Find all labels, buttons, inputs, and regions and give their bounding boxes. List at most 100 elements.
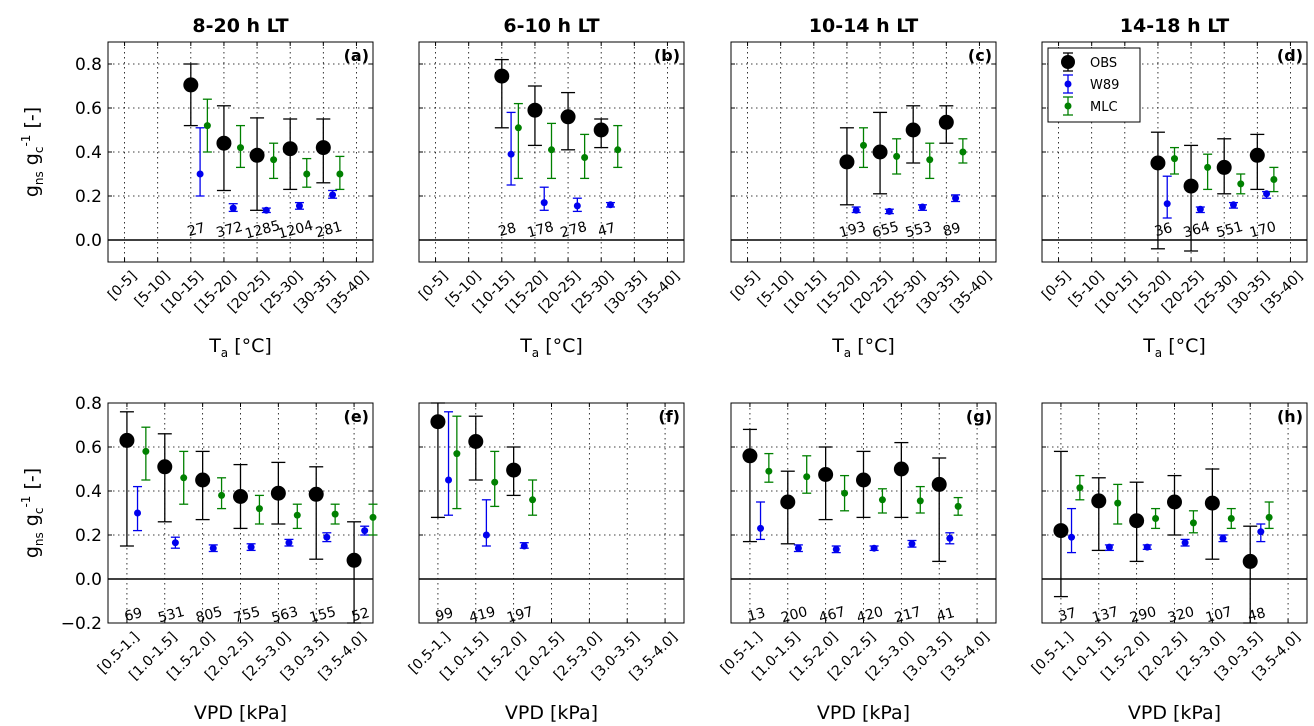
data-point-w89 xyxy=(1181,539,1189,547)
sample-count: 531 xyxy=(156,604,186,626)
sample-count: 655 xyxy=(871,219,901,241)
data-point-w89 xyxy=(1143,543,1151,551)
data-point-mlc xyxy=(581,154,589,161)
data-point-w89 xyxy=(295,202,303,210)
data-point-obs xyxy=(931,476,947,492)
data-point-obs xyxy=(527,102,543,118)
data-point-w89 xyxy=(1229,201,1237,209)
panel-label: (f) xyxy=(658,407,680,426)
data-point-mlc xyxy=(237,144,244,152)
panel-label: (d) xyxy=(1277,46,1303,65)
data-point-w89 xyxy=(757,524,765,532)
data-point-w89 xyxy=(1263,190,1271,198)
y-tick-label: 0.2 xyxy=(75,187,102,207)
data-point-w89 xyxy=(1105,543,1113,551)
data-point-obs xyxy=(1242,553,1258,569)
data-point-w89 xyxy=(285,539,293,547)
y-tick-label: 0.0 xyxy=(75,231,102,251)
y-axis-label-group: gns gc-1 [-] xyxy=(19,468,46,558)
y-tick-label: 0.4 xyxy=(75,143,102,163)
data-point-obs xyxy=(1129,513,1145,529)
data-point-mlc xyxy=(1171,155,1178,163)
data-point-obs xyxy=(249,147,265,163)
data-point-mlc xyxy=(331,510,339,518)
legend-marker-mlc xyxy=(1064,102,1072,110)
data-point-mlc xyxy=(255,505,263,513)
panel-e: [0.5-1.][1.0-1.5][1.5-2.0][2.0-2.5][2.5-… xyxy=(19,394,378,683)
data-point-mlc xyxy=(926,156,934,164)
data-point-mlc xyxy=(203,122,211,130)
data-point-obs xyxy=(839,154,855,170)
sample-count: 217 xyxy=(893,604,923,626)
data-point-mlc xyxy=(614,146,622,154)
data-point-mlc xyxy=(1189,519,1197,527)
data-point-mlc xyxy=(1152,515,1160,522)
sample-count: 52 xyxy=(350,605,371,625)
panel-title: 8-20 h LT xyxy=(192,15,288,37)
data-point-w89 xyxy=(134,509,142,517)
data-point-w89 xyxy=(870,544,878,552)
data-point-obs xyxy=(1091,493,1107,509)
data-point-w89 xyxy=(908,540,916,548)
data-point-mlc xyxy=(303,170,311,178)
data-point-obs xyxy=(560,109,576,125)
data-point-w89 xyxy=(507,150,515,158)
sample-count: 89 xyxy=(941,220,962,240)
x-axis-label: VPD [kPa] xyxy=(194,702,287,724)
panel-c: [0-5][5-10][10-15][15-20][20-25][25-30][… xyxy=(728,15,997,316)
data-point-obs xyxy=(430,414,446,430)
data-point-w89 xyxy=(952,194,960,202)
data-point-obs xyxy=(856,472,871,488)
data-point-mlc xyxy=(529,496,537,504)
data-point-obs xyxy=(1249,147,1265,163)
data-point-mlc xyxy=(1227,515,1235,522)
panel-b: [0-5][5-10][10-15][15-20][20-25][25-30][… xyxy=(416,15,685,316)
data-point-obs xyxy=(468,434,484,449)
sample-count: 36 xyxy=(1153,220,1174,240)
panel-d: [0-5][5-10][10-15][15-20][20-25][25-30][… xyxy=(1039,15,1308,316)
y-tick-label: 0.0 xyxy=(75,570,102,590)
data-point-mlc xyxy=(893,152,901,160)
data-point-w89 xyxy=(1257,528,1265,536)
y-axis-label: gns gc-1 [-] xyxy=(19,107,46,197)
sample-count: 553 xyxy=(904,219,934,241)
data-point-mlc xyxy=(803,473,811,481)
data-point-mlc xyxy=(218,491,226,499)
sample-count: 805 xyxy=(194,604,224,626)
data-point-w89 xyxy=(946,534,954,542)
sample-count: 755 xyxy=(232,604,262,626)
data-point-w89 xyxy=(918,203,926,211)
data-point-w89 xyxy=(1163,200,1171,208)
data-point-mlc xyxy=(548,146,555,154)
y-axis-label-group: gns gc-1 [-] xyxy=(19,107,46,197)
data-point-mlc xyxy=(841,489,849,497)
data-point-obs xyxy=(157,459,173,475)
sample-count: 69 xyxy=(123,605,144,625)
data-point-obs xyxy=(1216,159,1232,175)
legend-label-mlc: MLC xyxy=(1090,100,1118,115)
data-point-mlc xyxy=(142,447,150,455)
x-axis-label: Ta [°C] xyxy=(519,335,583,360)
data-point-obs xyxy=(282,141,298,157)
panel-label: (a) xyxy=(344,46,369,65)
panel-label: (c) xyxy=(968,46,992,65)
x-axis-label: VPD [kPa] xyxy=(1128,702,1221,724)
sample-count: 197 xyxy=(505,604,535,626)
data-point-mlc xyxy=(453,450,461,458)
data-point-mlc xyxy=(336,170,344,178)
data-point-obs xyxy=(1150,155,1166,171)
data-point-w89 xyxy=(540,199,548,207)
y-tick-label: 0.4 xyxy=(75,482,102,502)
panel-title: 14-18 h LT xyxy=(1120,15,1229,37)
data-point-mlc xyxy=(293,511,301,519)
sample-count: 48 xyxy=(1246,605,1267,625)
y-tick-label: 0.8 xyxy=(75,55,102,75)
data-point-mlc xyxy=(1270,176,1278,183)
sample-count: 99 xyxy=(434,605,455,625)
data-point-obs xyxy=(233,489,248,504)
panel-label: (e) xyxy=(344,407,369,426)
sample-count: 137 xyxy=(1090,604,1120,626)
sample-count: 200 xyxy=(779,604,809,626)
data-point-obs xyxy=(270,485,286,501)
